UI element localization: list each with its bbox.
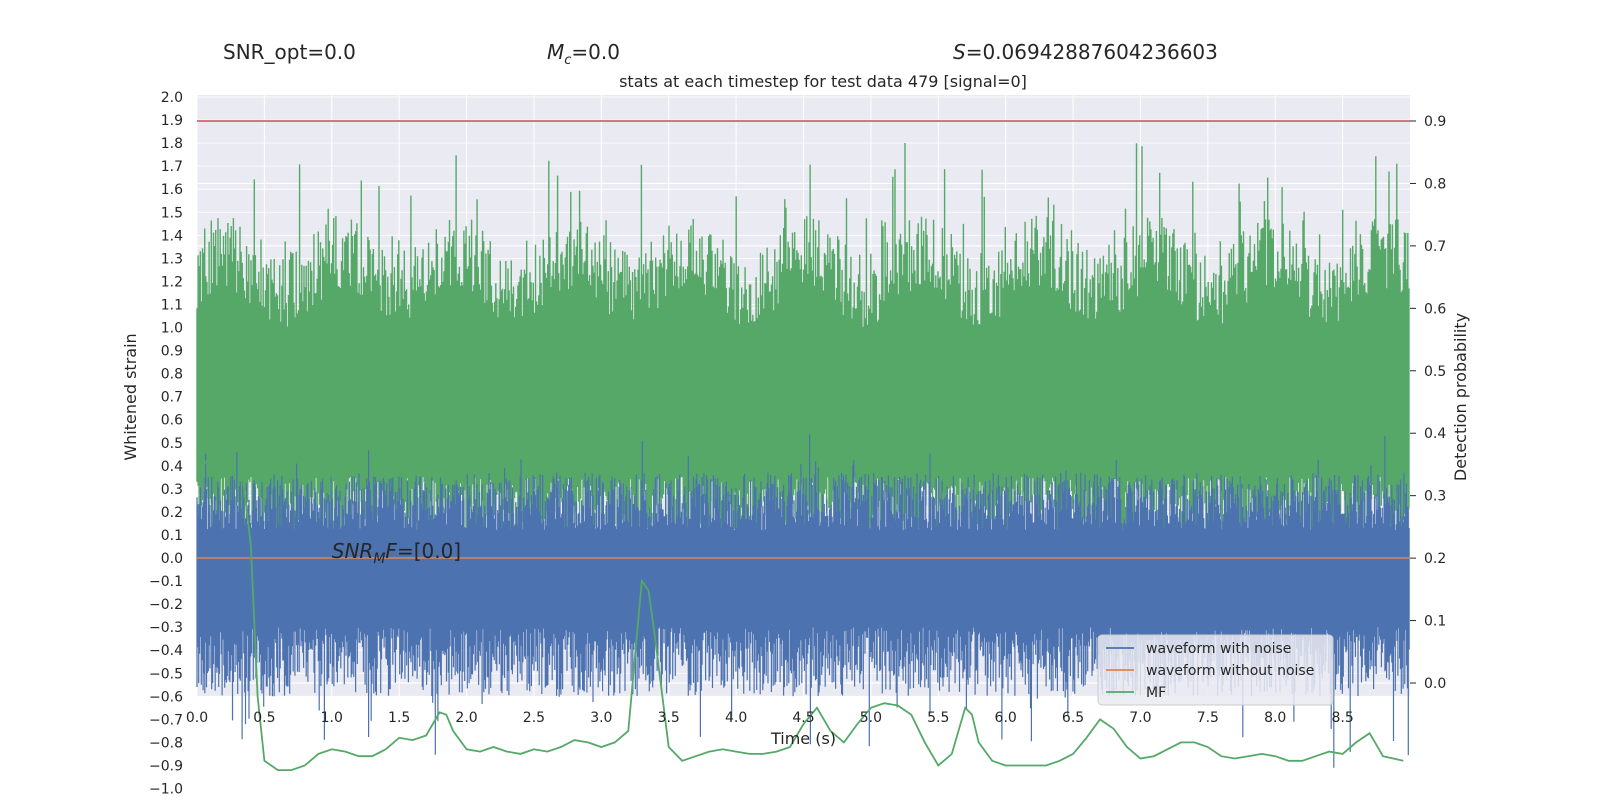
y-axis-left-label: Whitened strain [121,333,140,460]
line-series [196,120,1410,771]
y-axis-right-label: Detection probability [1451,313,1470,481]
y-right-tick-label: 0.5 [1424,364,1446,380]
y-left-tick-label: 0.2 [161,505,183,521]
y-left-tick-label: 0.0 [161,551,183,567]
x-tick-label: 5.5 [927,710,949,726]
x-tick-label: 5.0 [860,710,882,726]
x-tick-label: 0.0 [186,710,208,726]
snr-mf-sub: M [373,551,385,567]
y-left-tick-label: 0.6 [161,413,183,429]
y-left-tick-label: 1.7 [161,159,183,175]
y-left-tick-label: 1.0 [161,321,183,337]
y-right-tick-label: 0.6 [1424,301,1446,317]
x-tick-label: 1.5 [388,710,410,726]
y-right-tick-label: 0.8 [1424,176,1446,192]
y-left-tick-label: −0.1 [149,574,183,590]
y-right-tick-label: 0.2 [1424,551,1446,567]
y-left-tick-label: 0.1 [161,528,183,544]
y-left-tick-label: −0.8 [149,735,183,751]
mc-value: =0.0 [571,40,620,64]
x-tick-label: 6.0 [995,710,1017,726]
y-left-tick-label: 0.7 [161,390,183,406]
axis-ticks: 0.0 0.5 1.0 1.5 2.0 2.5 3.0 3.5 4.0 4.5 5.0 5.5 6.0 6… [149,90,1446,798]
x-tick-label: 8.5 [1331,710,1353,726]
y-left-tick-label: 0.3 [161,482,183,498]
y-left-tick-label: 1.1 [161,297,183,313]
legend-entry: waveform with noise [1146,641,1291,657]
y-left-tick-label: 1.5 [161,205,183,221]
legend-entry: waveform without noise [1146,663,1314,679]
y-left-tick-label: −0.9 [149,758,183,774]
y-left-tick-label: −0.3 [149,620,183,636]
y-left-tick-label: 1.8 [161,136,183,152]
legend: waveform with noise waveform without nois… [1097,634,1334,706]
y-left-tick-label: −0.5 [149,666,183,682]
y-left-tick-label: −0.2 [149,597,183,613]
legend-box [1097,634,1334,706]
y-right-tick-label: 0.0 [1424,676,1446,692]
y-left-tick-label: −0.6 [149,689,183,705]
y-left-tick-label: 0.4 [161,459,183,475]
snr-mf-tail: F [385,539,397,563]
s-symbol: S [953,40,966,64]
x-tick-label: 2.5 [523,710,545,726]
y-left-tick-label: 0.8 [161,367,183,383]
x-tick-label: 4.0 [725,710,747,726]
y-left-tick-label: 0.9 [161,344,183,360]
waveform-with-noise-series [196,434,1410,768]
snr-opt-label: SNR_opt=0.0 [223,40,356,64]
snr-mf-value: =[0.0] [397,539,461,563]
waveform-with-noise-bars [196,434,1410,768]
x-tick-label: 2.0 [455,710,477,726]
y-left-tick-label: −0.4 [149,643,183,659]
x-tick-label: 7.5 [1197,710,1219,726]
y-left-tick-label: 1.9 [161,113,183,129]
legend-entry: MF [1146,685,1166,701]
x-tick-label: 6.5 [1062,710,1084,726]
y-right-tick-label: 0.1 [1424,614,1446,630]
x-tick-label: 4.5 [792,710,814,726]
chart-title: stats at each timestep for test data 479… [619,72,1027,91]
x-tick-label: 7.0 [1129,710,1151,726]
x-tick-label: 3.0 [590,710,612,726]
y-left-tick-label: −0.7 [149,712,183,728]
y-left-tick-label: 1.3 [161,251,183,267]
detection-probability-bars [196,143,1410,552]
mf-line [196,417,1404,771]
snr-mf-annotation: SNRMF=[0.0] [332,539,461,567]
y-left-tick-label: 1.4 [161,228,183,244]
snr-mf-base: SNR [332,539,374,563]
y-left-tick-label: 1.2 [161,274,183,290]
y-left-tick-label: 1.6 [161,182,183,198]
y-right-tick-label: 0.4 [1424,426,1446,442]
mc-symbol: M [547,40,565,64]
s-value: =0.06942887604236603 [965,40,1218,64]
statistic-label: S=0.06942887604236603 [953,40,1218,64]
y-left-tick-label: 2.0 [161,90,183,106]
y-right-tick-label: 0.3 [1424,489,1446,505]
x-tick-label: 1.0 [321,710,343,726]
x-tick-label: 3.5 [658,710,680,726]
x-axis-label: Time (s) [770,729,836,748]
y-left-tick-label: −1.0 [149,782,183,798]
x-tick-label: 0.5 [253,710,275,726]
x-tick-label: 8.0 [1264,710,1286,726]
detection-probability-series [196,143,1410,552]
y-right-tick-label: 0.9 [1424,114,1446,130]
chirp-mass-label: Mc=0.0 [547,40,620,68]
y-right-tick-label: 0.7 [1424,239,1446,255]
mc-subscript: c [564,53,572,68]
y-left-tick-label: 0.5 [161,436,183,452]
